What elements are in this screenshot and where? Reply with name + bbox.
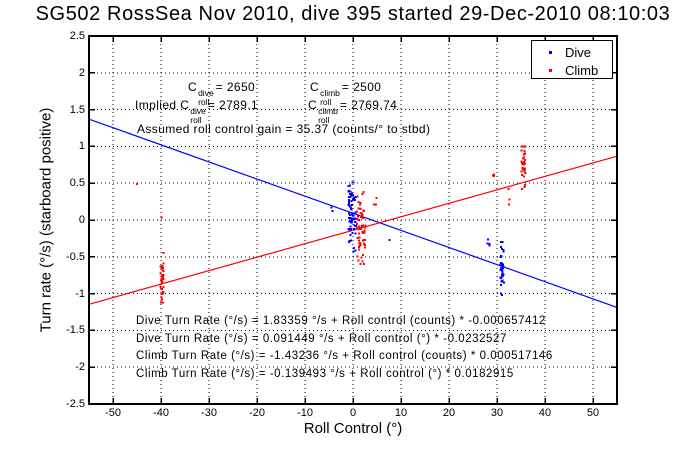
legend-label-climb: Climb: [565, 62, 599, 78]
x-tick-label: 30: [490, 407, 504, 419]
y-tick-label: -2: [75, 361, 85, 374]
y-tick-label: 1: [78, 140, 85, 153]
x-tick-label: 0: [349, 407, 357, 419]
equation-line: Dive Turn Rate (°/s) = 0.091449 °/s + Ro…: [136, 332, 507, 345]
x-tick-label: -20: [249, 407, 265, 419]
coef-value: = 2769.74: [339, 98, 398, 112]
x-axis-label: Roll Control (°): [303, 420, 403, 437]
legend-entry-climb: Climb: [532, 61, 612, 79]
coef-supsub: climb roll: [318, 107, 338, 124]
x-tick-label: 10: [394, 407, 408, 419]
x-tick-label: -40: [153, 407, 169, 419]
grid-lines: [89, 36, 617, 404]
legend: Dive Climb: [531, 40, 613, 79]
dive-scatter-points: [330, 181, 505, 297]
y-tick-label: -1: [75, 287, 85, 300]
x-tick-label: 40: [538, 407, 552, 419]
plot-title: SG502 RossSea Nov 2010, dive 395 started…: [35, 3, 671, 25]
legend-entry-dive: Dive: [532, 43, 612, 61]
gain-text: Assumed roll control gain = 35.37 (count…: [137, 122, 431, 136]
coef-value: = 2500: [341, 80, 382, 94]
dive-marker-icon: [549, 50, 552, 54]
plot-border: [88, 35, 618, 405]
coef-sub: roll: [190, 114, 202, 125]
x-tick-label: 20: [442, 407, 456, 419]
equation-line: Climb Turn Rate (°/s) = -1.43236 °/s + R…: [136, 350, 553, 363]
coef-sup: climb: [320, 88, 340, 98]
legend-label-dive: Dive: [565, 44, 592, 60]
coef-base: C: [310, 80, 320, 94]
equation-line: Dive Turn Rate (°/s) = 1.83359 °/s + Rol…: [136, 315, 546, 327]
implied-prefix: Implied: [135, 98, 177, 112]
y-tick-label: -1.5: [66, 324, 85, 337]
y-tick-label: -0.5: [66, 250, 85, 263]
y-tick-label: 1.5: [69, 103, 85, 116]
coef-supsub: climb roll: [320, 89, 340, 106]
coef-base: C: [180, 98, 190, 112]
fit-equations: Dive Turn Rate (°/s) = 1.83359 °/s + Rol…: [136, 313, 553, 384]
y-tick-label: 0: [78, 214, 85, 226]
coef-supsub: dive roll: [198, 89, 214, 106]
y-tick-label: -2.5: [66, 398, 85, 410]
coef-sup: dive: [198, 88, 214, 98]
coef-base: C: [188, 80, 198, 94]
equation-line: Climb Turn Rate (°/s) = -0.139493 °/s + …: [136, 368, 514, 381]
coef-sup: dive: [190, 106, 206, 116]
coef-sup: climb: [318, 106, 338, 116]
y-tick-label: 2: [78, 66, 85, 79]
coef-sub: roll: [320, 96, 332, 107]
y-tick-label: 0.5: [69, 177, 85, 190]
x-tick-label: -10: [297, 407, 313, 419]
coef-sub: roll: [318, 114, 330, 125]
x-tick-label: 50: [586, 407, 600, 419]
coef-value: = 2650: [215, 80, 256, 94]
coef-value: = 2789.1: [207, 98, 259, 112]
coef-supsub: dive roll: [190, 107, 206, 124]
coef-sub: roll: [198, 96, 210, 107]
y-tick-label: 2.5: [69, 30, 85, 42]
climb-scatter-points: [135, 145, 527, 304]
x-tick-label: -30: [201, 407, 217, 419]
x-tick-label: -50: [105, 407, 121, 419]
coef-base: C: [308, 98, 318, 112]
climb-marker-icon: [549, 68, 552, 72]
